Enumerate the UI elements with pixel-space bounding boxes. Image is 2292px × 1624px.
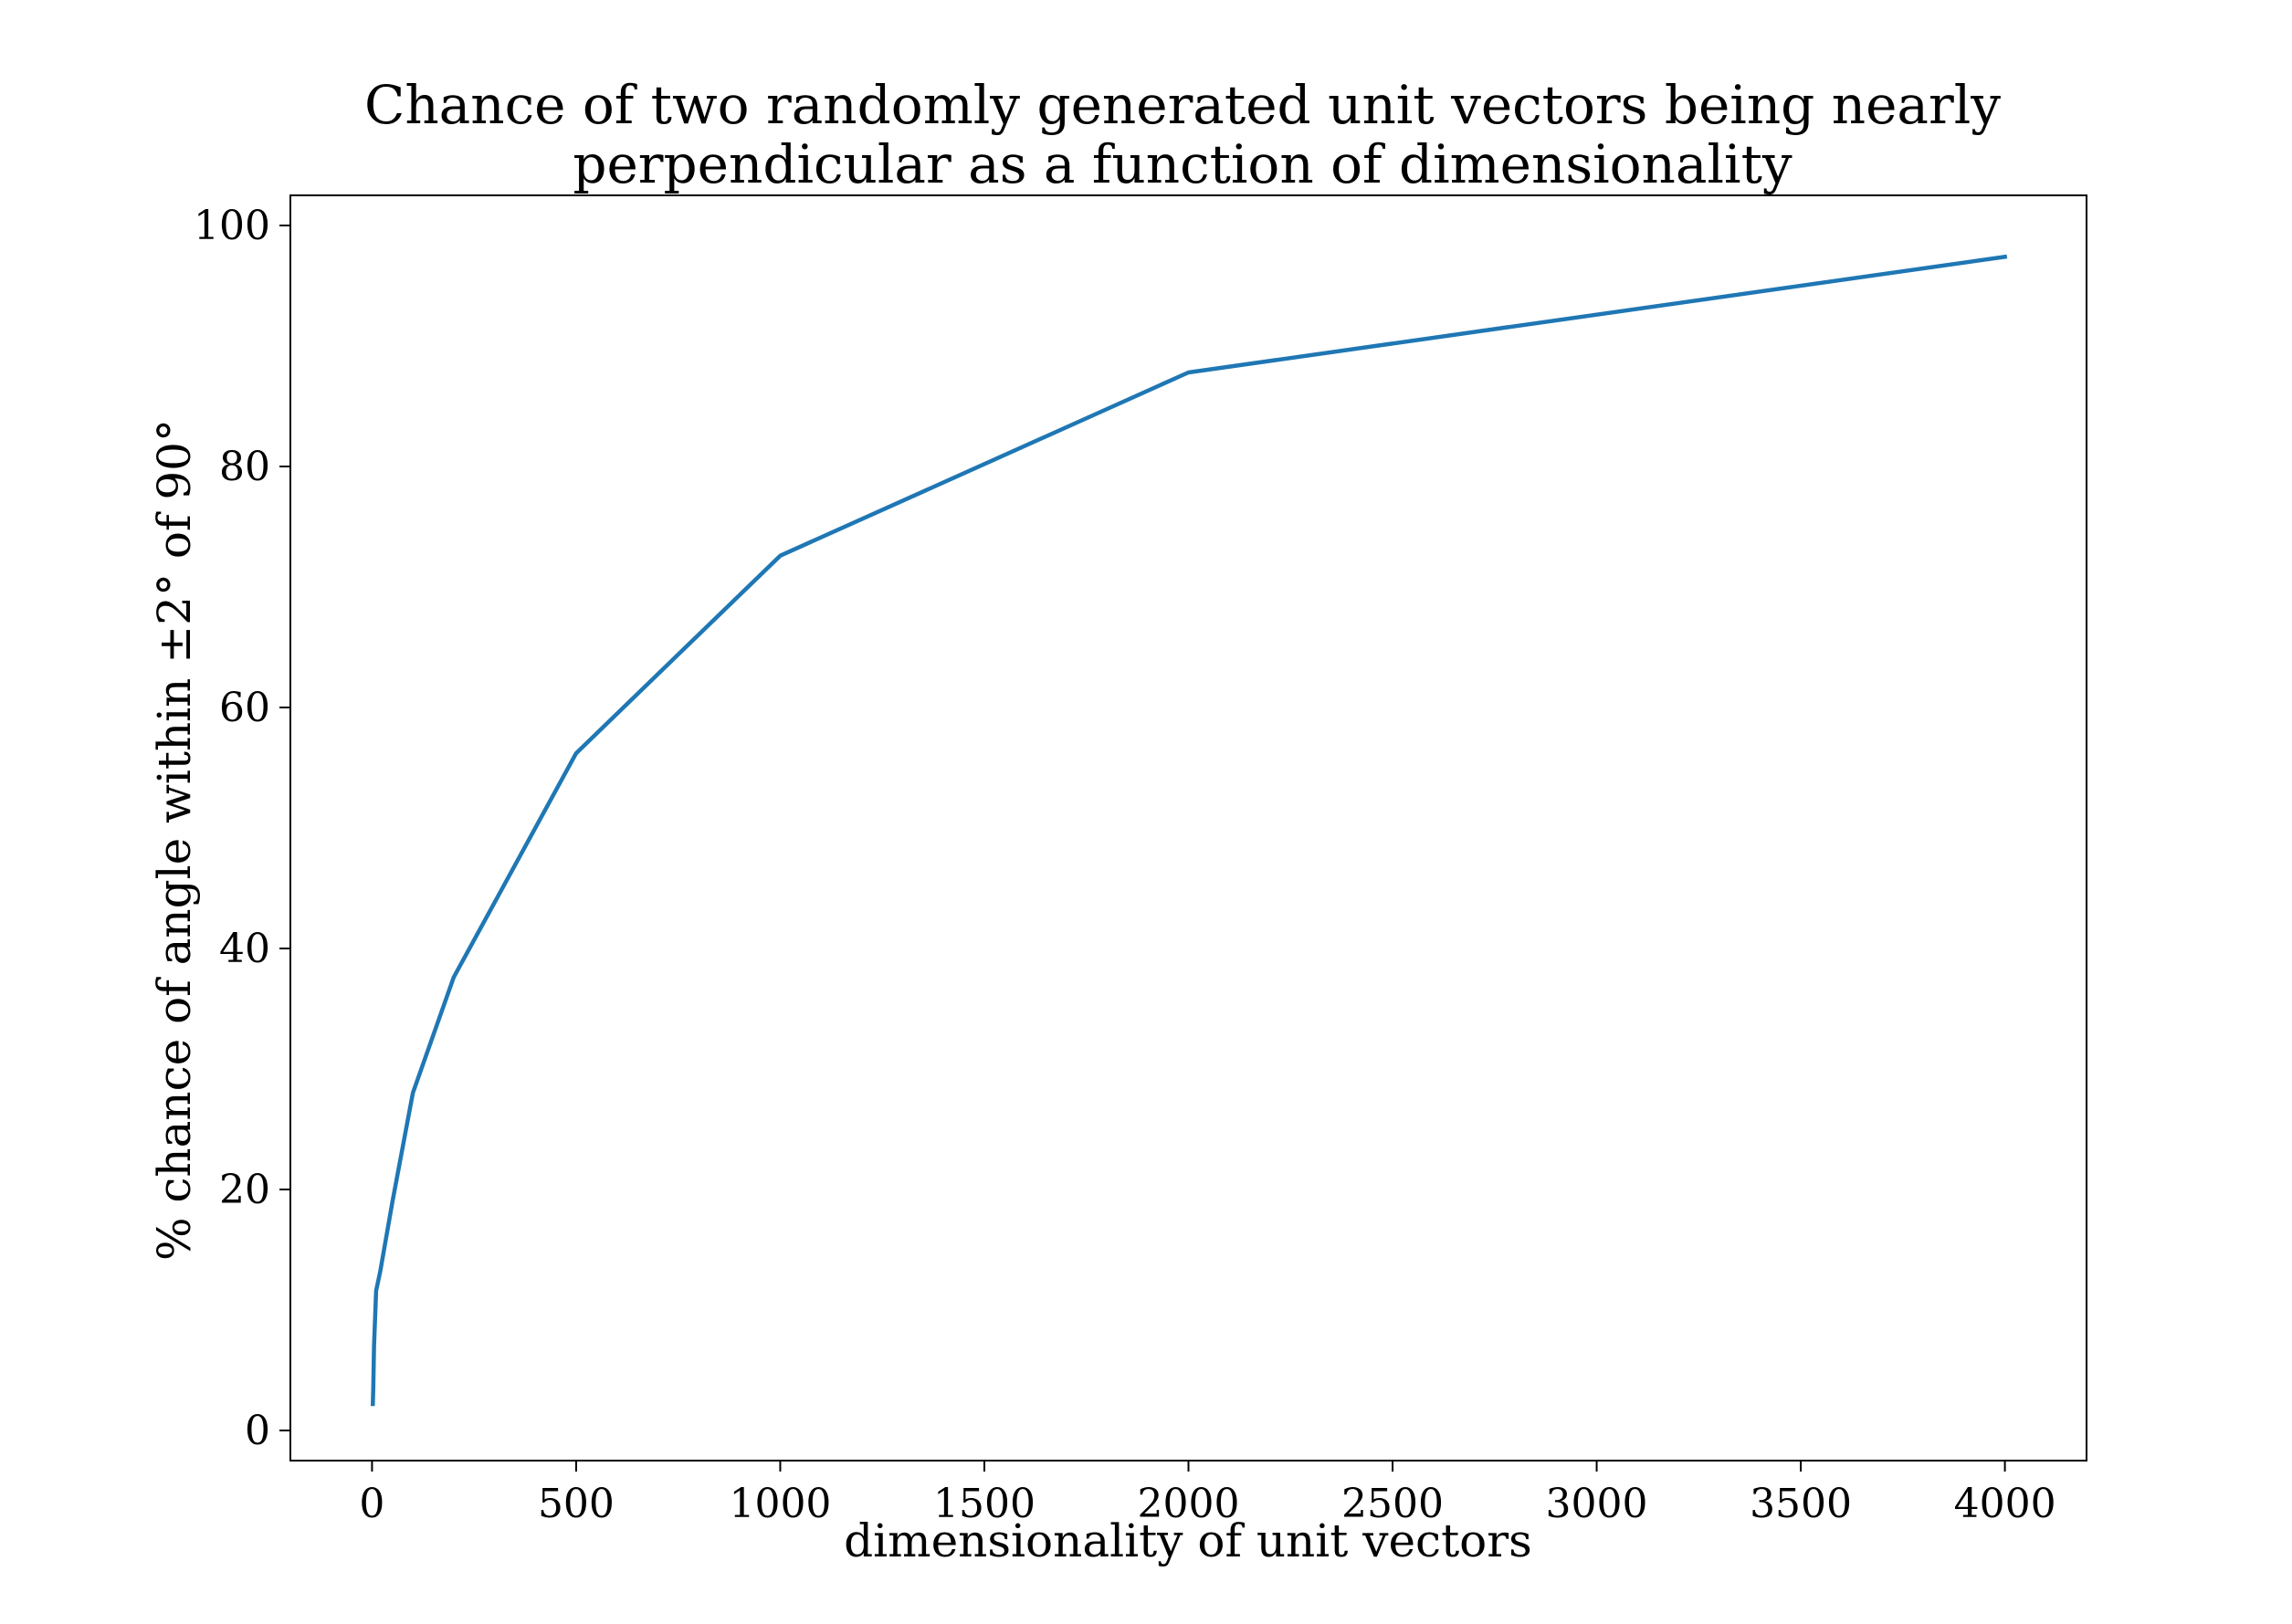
- x-tick-label: 3000: [1546, 1481, 1648, 1527]
- x-tick-label: 1500: [933, 1481, 1036, 1527]
- x-axis-label: dimensionality of unit vectors: [844, 1514, 1532, 1567]
- chart-title-line-2: perpendicular as a function of dimension…: [573, 133, 1793, 195]
- y-tick-label: 80: [219, 444, 270, 490]
- x-tick-label: 0: [359, 1481, 384, 1527]
- x-tick-label: 4000: [1954, 1481, 2056, 1527]
- chart-title-line-1: Chance of two randomly generated unit ve…: [364, 74, 2001, 136]
- chart-title: Chance of two randomly generated unit ve…: [364, 74, 2001, 195]
- y-tick-label: 0: [245, 1408, 270, 1454]
- y-tick-label: 40: [219, 926, 270, 972]
- series-line: [370, 254, 2008, 1407]
- y-tick-label: 20: [219, 1167, 270, 1213]
- series-layer: [370, 254, 2008, 1407]
- y-tick-label: 60: [219, 685, 270, 731]
- x-tick-label: 3500: [1750, 1481, 1852, 1527]
- x-axis: 0 500 1000 1500 2000 2500 3000 3500 4000: [359, 1461, 2056, 1527]
- x-tick-label: 2000: [1138, 1481, 1240, 1527]
- x-tick-label: 2500: [1341, 1481, 1444, 1527]
- x-tick-label: 1000: [729, 1481, 831, 1527]
- y-axis: 0 20 40 60 80 100: [194, 203, 290, 1454]
- x-tick-label: 500: [538, 1481, 615, 1527]
- y-axis-label: % chance of angle within ±2° of 90°: [148, 419, 201, 1261]
- plot-area: [289, 194, 2087, 1462]
- y-tick-label: 100: [194, 203, 270, 249]
